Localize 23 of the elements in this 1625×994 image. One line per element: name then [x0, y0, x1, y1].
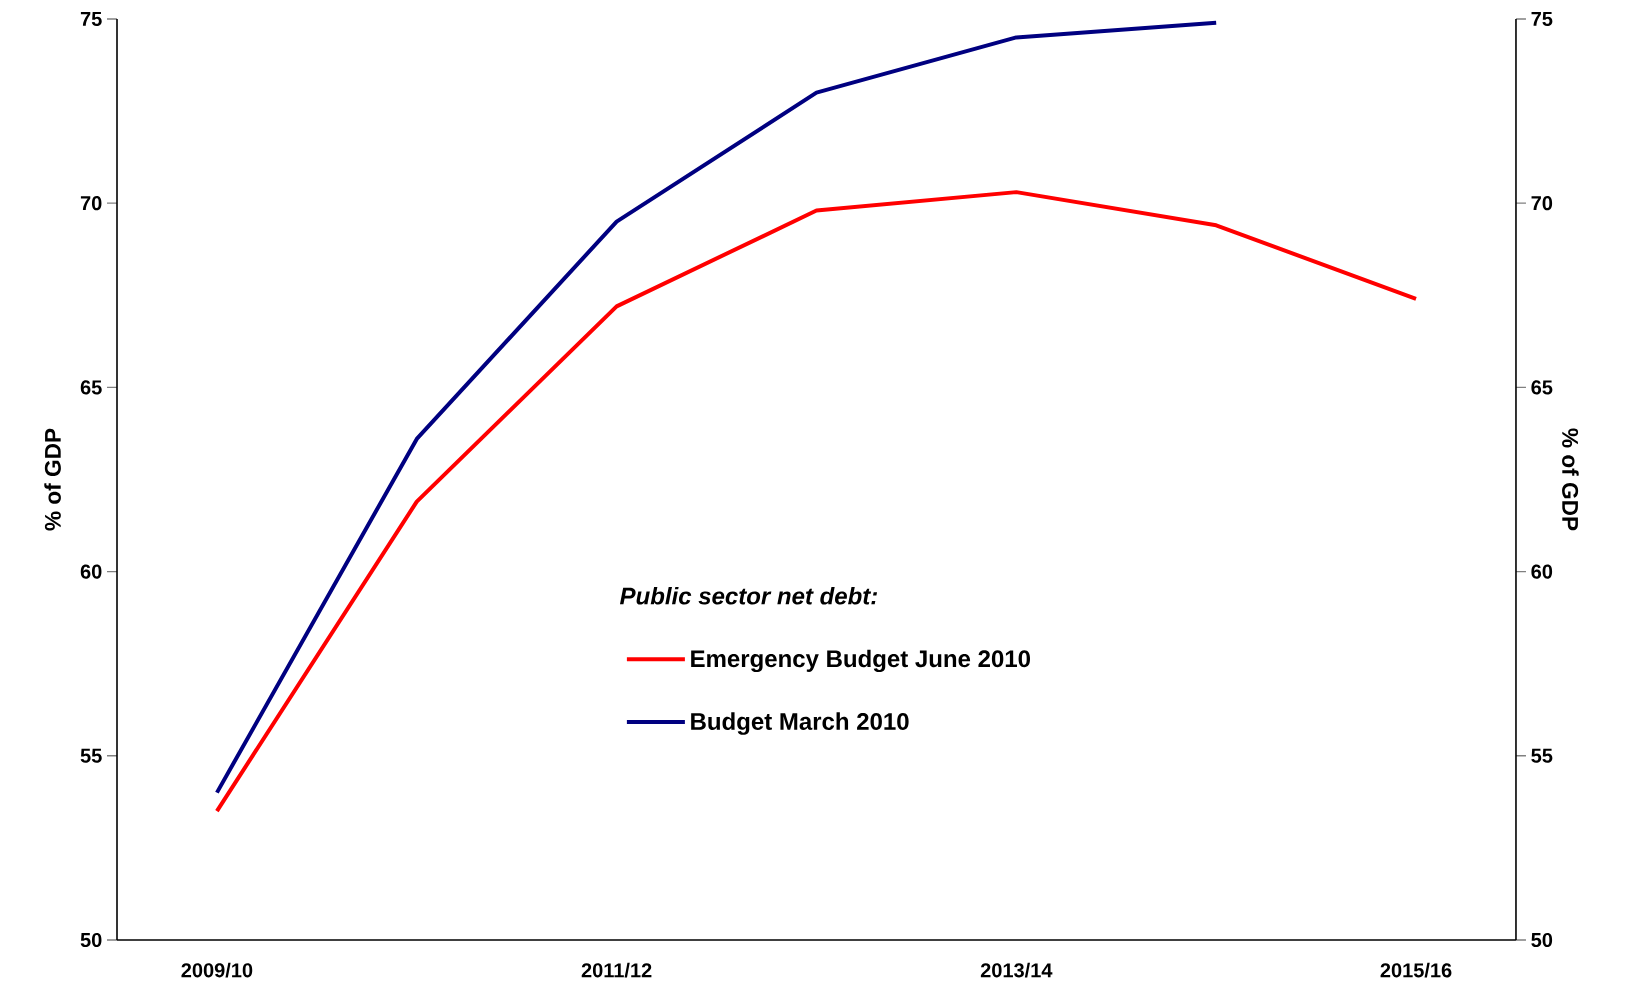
y2-tick-label: 65: [1531, 380, 1553, 395]
y-tick-label: 75: [80, 12, 102, 26]
y2-tick-label: 70: [1531, 196, 1553, 211]
y-tick-label: 65: [80, 380, 102, 395]
y2-tick-label: 50: [1531, 932, 1553, 948]
x-tick-label: 2015/16: [1380, 962, 1452, 978]
y-tick-label: 70: [80, 196, 102, 211]
line-series: [214, 20, 1219, 795]
line-series: [214, 190, 1419, 814]
legend-label: Budget March 2010: [691, 712, 909, 735]
y-tick-label: 50: [80, 932, 102, 948]
y2-tick-label: 75: [1531, 12, 1553, 26]
y2-axis-title: % of GDP: [1562, 428, 1579, 531]
y-tick-label: 55: [80, 748, 102, 763]
x-tick-label: 2009/10: [181, 962, 253, 978]
y2-tick-label: 55: [1531, 748, 1553, 763]
legend-label: Emergency Budget June 2010: [691, 649, 1030, 673]
y-axis-title: % of GDP: [44, 428, 61, 531]
x-tick-label: 2011/12: [581, 962, 652, 978]
x-tick-label: 2013/14: [980, 962, 1053, 978]
legend-title: Public sector net debt:: [619, 586, 878, 605]
y2-tick-label: 60: [1531, 564, 1553, 579]
y-tick-label: 60: [80, 564, 102, 579]
